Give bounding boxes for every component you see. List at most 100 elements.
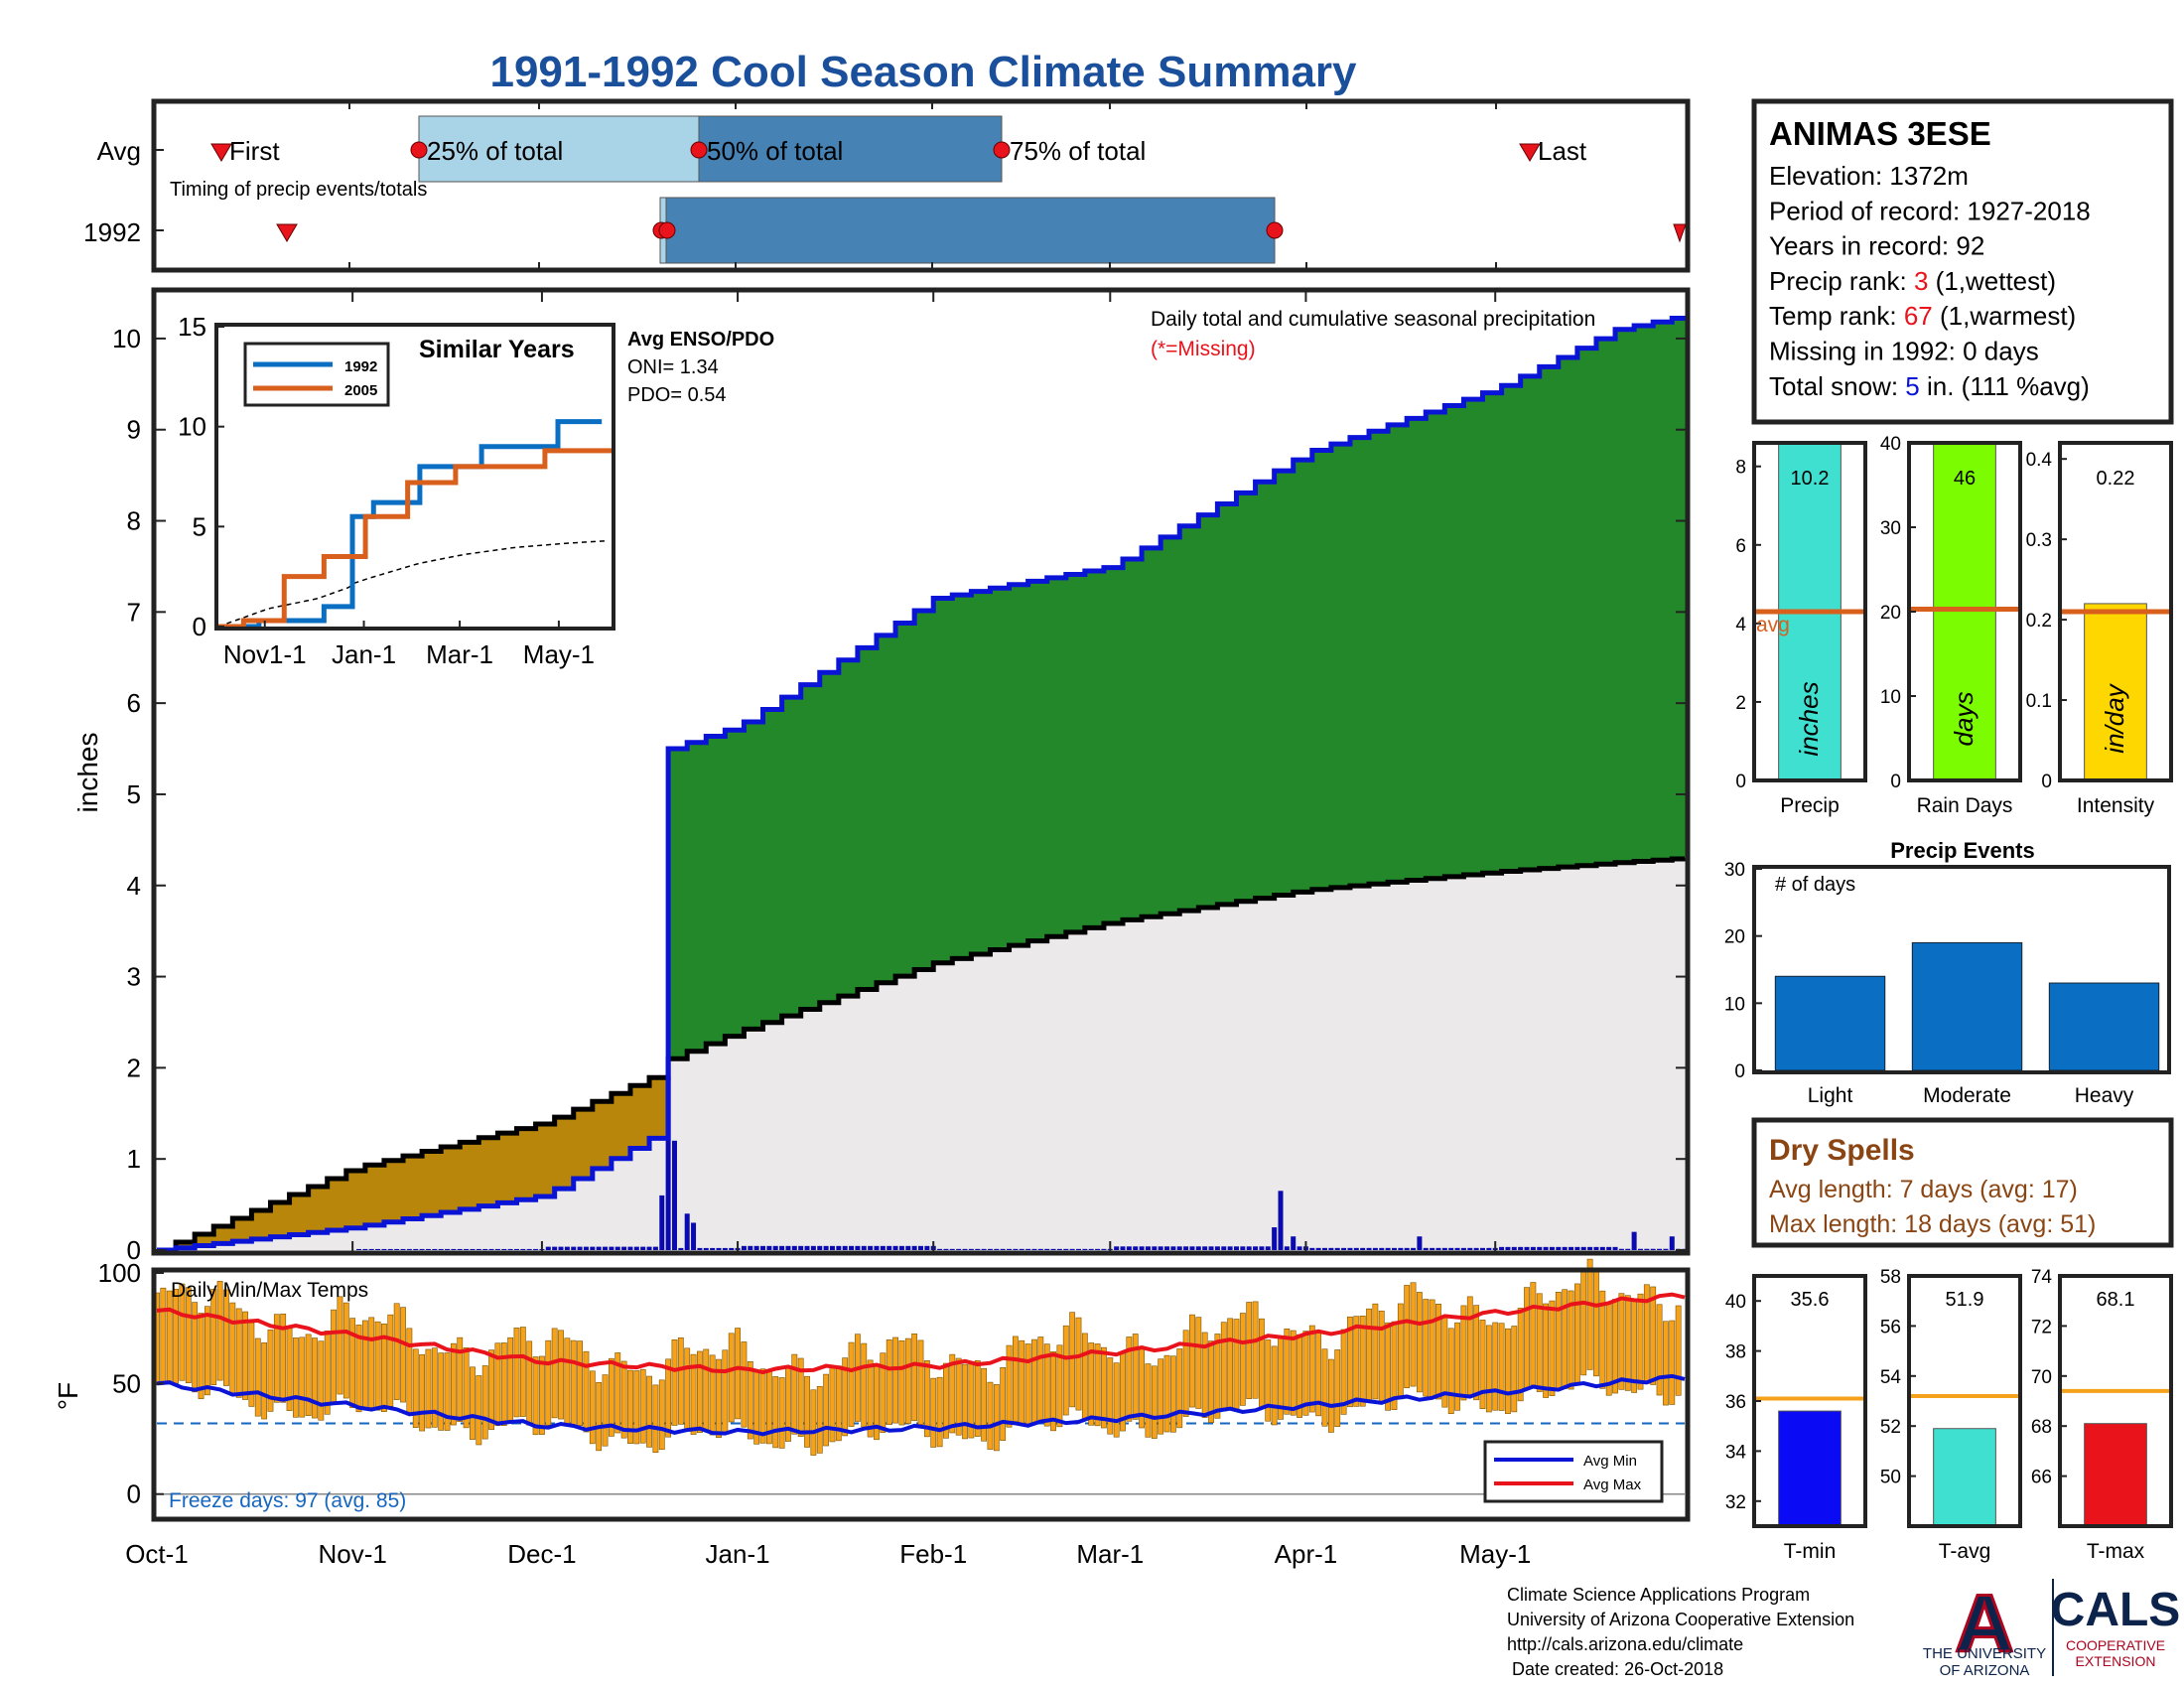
daily-precip-bar xyxy=(1599,1246,1605,1250)
daily-temp-range-bar xyxy=(488,1349,494,1431)
daily-precip-bar xyxy=(659,1195,665,1250)
timing-avg-first-label: First xyxy=(229,136,280,166)
daily-precip-bar xyxy=(1007,1248,1013,1250)
daily-precip-bar xyxy=(1164,1246,1170,1250)
first-precip-1992-marker-icon xyxy=(276,223,298,242)
temps-chart-frame xyxy=(151,1267,1691,1522)
dry-spells-title: Dry Spells xyxy=(1769,1134,1915,1167)
daily-precip-bar xyxy=(1025,1248,1031,1250)
daily-temp-range-bar xyxy=(229,1302,236,1394)
daily-temp-range-bar xyxy=(324,1331,331,1415)
daily-temp-range-bar xyxy=(204,1306,210,1396)
daily-temp-range-bar xyxy=(1132,1334,1139,1420)
station-info-box: ANIMAS 3ESE Elevation: 1372m Period of re… xyxy=(1751,98,2174,425)
daily-temp-range-bar xyxy=(716,1358,722,1439)
deficit-area-segment xyxy=(364,1165,385,1225)
daily-precip-bar xyxy=(1543,1246,1549,1250)
station-info-text: in. (111 %avg) xyxy=(1920,371,2090,401)
daily-temp-range-bar xyxy=(500,1342,507,1427)
daily-temp-range-bar xyxy=(342,1302,349,1399)
daily-precip-bar xyxy=(1663,1248,1669,1250)
timing-avg-25pct-label: 25% of total xyxy=(427,136,563,166)
daily-precip-bar xyxy=(1569,1246,1574,1250)
daily-precip-bar xyxy=(855,1245,861,1250)
daily-precip-bar xyxy=(785,1245,791,1250)
daily-precip-bar xyxy=(520,1248,526,1250)
daily-temp-range-bar xyxy=(620,1360,627,1439)
daily-temp-range-bar xyxy=(684,1347,691,1432)
station-info-line: Period of record: 1927-2018 xyxy=(1769,196,2091,225)
summary-y-tick-label: 4 xyxy=(1735,615,1746,635)
surplus-area-segment xyxy=(1179,525,1199,912)
daily-temp-range-bar xyxy=(1031,1338,1037,1424)
daily-temp-range-bar xyxy=(855,1334,861,1422)
deficit-area-segment xyxy=(251,1210,271,1239)
summary-category-label: T-avg xyxy=(1939,1540,1991,1563)
deficit-area-segment xyxy=(497,1133,517,1203)
daily-temp-range-bar xyxy=(299,1336,306,1418)
surplus-area-segment xyxy=(819,672,840,1003)
daily-precip-bar xyxy=(1297,1246,1302,1250)
daily-temp-range-bar xyxy=(1107,1357,1114,1435)
daily-temp-range-bar xyxy=(1302,1331,1309,1416)
daily-temp-range-bar xyxy=(481,1365,488,1440)
summary-category-label: Rain Days xyxy=(1917,794,2013,817)
daily-temp-range-bar xyxy=(633,1370,640,1445)
daily-temp-range-bar xyxy=(1372,1303,1379,1400)
inset-y-tick-label: 5 xyxy=(193,511,206,541)
cumulative-1992-line xyxy=(157,315,1688,1253)
daily-temp-range-bar xyxy=(1113,1362,1120,1438)
daily-precip-bar xyxy=(413,1248,419,1250)
daily-temp-range-bar xyxy=(1265,1339,1272,1422)
daily-temp-range-bar xyxy=(1479,1320,1486,1409)
daily-temp-range-bar xyxy=(1517,1308,1524,1402)
precip-events-frame xyxy=(1752,865,2171,1074)
summary-y-tick-label: 2 xyxy=(1735,693,1746,714)
surplus-area-segment xyxy=(1672,318,1686,860)
surplus-area-segment xyxy=(1065,574,1086,932)
daily-temp-range-bar xyxy=(1182,1330,1189,1417)
daily-precip-bar xyxy=(716,1247,722,1250)
daily-precip-bar xyxy=(1499,1246,1505,1250)
daily-precip-bar xyxy=(842,1245,848,1250)
daily-temp-range-bar xyxy=(848,1341,855,1427)
inset-x-tick-label: Jan-1 xyxy=(332,639,396,669)
daily-precip-bar xyxy=(577,1246,583,1250)
surplus-area-segment xyxy=(1388,424,1408,883)
deficit-area-segment xyxy=(554,1117,575,1190)
summary-category-label: T-min xyxy=(1784,1540,1837,1563)
daily-precip-bar xyxy=(533,1248,539,1250)
daily-temp-range-bar xyxy=(210,1289,217,1386)
daily-temp-range-bar xyxy=(1447,1328,1454,1415)
daily-precip-bar xyxy=(1114,1246,1120,1250)
surplus-area-segment xyxy=(1330,444,1351,888)
daily-temp-range-bar xyxy=(741,1341,748,1428)
daily-precip-bar xyxy=(1562,1246,1568,1250)
daily-precip-bar xyxy=(741,1245,747,1250)
summary-y-tick-label: 66 xyxy=(2031,1468,2052,1488)
surplus-area-segment xyxy=(687,742,707,1052)
inset-series-line-2005 xyxy=(218,448,612,630)
daily-temp-range-bar xyxy=(772,1376,779,1449)
surplus-area-segment xyxy=(1255,482,1276,899)
daily-precip-bar xyxy=(1152,1246,1158,1250)
summary-value-label: 0.22 xyxy=(2097,468,2135,490)
daily-precip-bar xyxy=(817,1245,823,1250)
daily-precip-bar xyxy=(1657,1248,1663,1250)
station-info-text: (1,wettest) xyxy=(1928,266,2056,296)
daily-temp-range-bar xyxy=(955,1357,962,1436)
daily-temp-range-bar xyxy=(558,1330,564,1420)
daily-precip-bar xyxy=(545,1246,551,1250)
daily-temp-range-bar xyxy=(457,1336,464,1422)
daily-precip-bar xyxy=(892,1245,898,1250)
deficit-area-segment xyxy=(289,1195,310,1235)
deficit-area-segment xyxy=(383,1160,404,1222)
daily-precip-bar xyxy=(1253,1246,1259,1250)
daily-temp-range-bar xyxy=(223,1289,229,1386)
summary-y-tick-label: 0.4 xyxy=(2026,450,2053,471)
daily-temp-range-bar xyxy=(564,1337,571,1425)
deficit-area-segment xyxy=(592,1101,613,1169)
surplus-area-segment xyxy=(876,634,896,983)
last-precip-1992-marker-icon xyxy=(1673,223,1687,243)
daily-precip-bar xyxy=(381,1248,387,1250)
